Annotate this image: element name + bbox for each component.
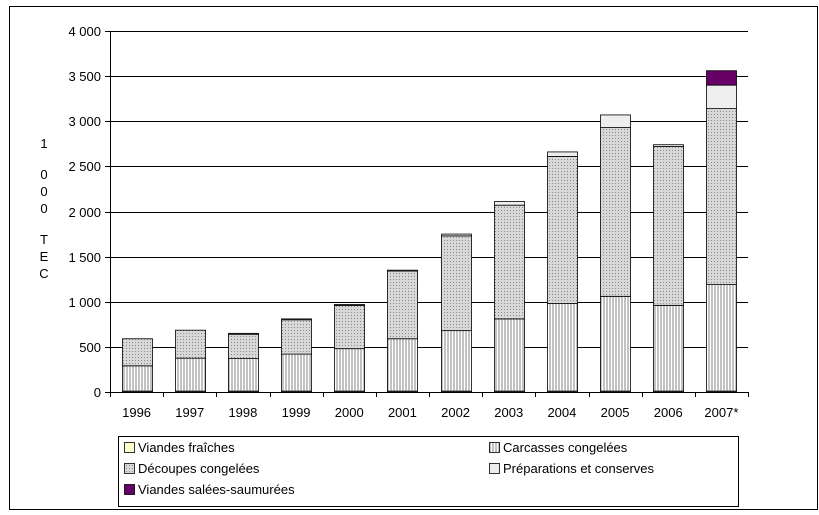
tick-labels: 0 500 1 000 1 500 2 000 2 500 3 000 3 500 4 000 1… <box>68 24 738 420</box>
bar-segment-carcasses-congel-es-2000 <box>334 348 365 392</box>
x-tick-label: 2004 <box>547 405 576 420</box>
y-tick-label: 500 <box>79 340 101 355</box>
legend-swatch <box>124 484 135 495</box>
bar-segment-carcasses-congel-es-2003 <box>494 318 525 392</box>
bar-segment-d-coupes-congel-es-2006 <box>653 146 684 306</box>
legend-entry: Viandes fraîches <box>124 440 235 455</box>
bar-segment-pr-parations-et-conserves-2005 <box>600 114 631 128</box>
y-tick-label: 0 <box>94 385 101 400</box>
bar-segment-viandes-sal-es-saumur-es-2007 <box>706 70 737 86</box>
x-tick-label: 1997 <box>175 405 204 420</box>
legend-entry: Viandes salées-saumurées <box>124 482 295 497</box>
x-tick-label: 2006 <box>654 405 683 420</box>
x-tick-label: 2003 <box>494 405 523 420</box>
bar-segment-carcasses-congel-es-1998 <box>228 358 259 392</box>
bar-segment-d-coupes-congel-es-2005 <box>600 127 631 297</box>
y-axis-label-char: 0 <box>40 184 47 199</box>
bar-segment-pr-parations-et-conserves-1998 <box>228 332 259 335</box>
y-tick-label: 1 500 <box>68 250 101 265</box>
x-tick-label: 2000 <box>335 405 364 420</box>
bar-segment-pr-parations-et-conserves-2004 <box>547 151 578 157</box>
bar-segment-carcasses-congel-es-2004 <box>547 303 578 392</box>
bar-segment-d-coupes-congel-es-2002 <box>441 235 472 332</box>
bar-segment-d-coupes-congel-es-2001 <box>387 270 418 340</box>
bar-segment-pr-parations-et-conserves-2007 <box>706 84 737 110</box>
x-tick-label: 1998 <box>228 405 257 420</box>
bar-segment-carcasses-congel-es-2007 <box>706 284 737 392</box>
bar-segment-carcasses-congel-es-2005 <box>600 295 631 392</box>
y-axis-label-char: C <box>39 266 48 281</box>
legend-entry: Préparations et conserves <box>489 461 655 476</box>
y-axis-label-char: E <box>40 249 49 264</box>
y-tick-label: 3 500 <box>68 69 101 84</box>
legend-label: Découpes congelées <box>138 461 260 476</box>
bar-segment-d-coupes-congel-es-1998 <box>228 333 259 360</box>
x-tick-label: 1999 <box>282 405 311 420</box>
legend-label: Préparations et conserves <box>503 461 655 476</box>
bar-segment-carcasses-congel-es-2001 <box>387 338 418 392</box>
legend-swatch <box>124 463 135 474</box>
y-tick-label: 2 500 <box>68 159 101 174</box>
bar-segment-pr-parations-et-conserves-2001 <box>387 269 418 272</box>
bar-segment-carcasses-congel-es-1999 <box>281 353 312 392</box>
y-tick-label: 4 000 <box>68 24 101 39</box>
x-tick-label: 2001 <box>388 405 417 420</box>
bar-segment-pr-parations-et-conserves-2003 <box>494 201 525 206</box>
legend-entry: Carcasses congelées <box>489 440 628 455</box>
bar-segment-d-coupes-congel-es-2000 <box>334 304 365 350</box>
bar-segment-carcasses-congel-es-2006 <box>653 304 684 392</box>
bar-segment-d-coupes-congel-es-1999 <box>281 319 312 355</box>
y-axis-label-char: T <box>40 232 48 247</box>
bar-segment-pr-parations-et-conserves-2002 <box>441 233 472 237</box>
x-tick-label: 2007* <box>704 405 738 420</box>
bar-segment-d-coupes-congel-es-1997 <box>175 329 206 359</box>
legend-swatch <box>124 442 135 453</box>
legend-swatch <box>489 442 500 453</box>
gridlines <box>110 31 748 348</box>
y-axis-label-char: 0 <box>40 167 47 182</box>
bar-segment-d-coupes-congel-es-2004 <box>547 156 578 304</box>
y-axis-label-char: 0 <box>40 201 47 216</box>
y-tick-label: 3 000 <box>68 114 101 129</box>
bar-segment-pr-parations-et-conserves-1999 <box>281 318 312 321</box>
axes <box>105 31 749 397</box>
x-tick-label: 2005 <box>601 405 630 420</box>
legend-entry: Découpes congelées <box>124 461 260 476</box>
bar-segment-pr-parations-et-conserves-2006 <box>653 144 684 147</box>
x-tick-label: 2002 <box>441 405 470 420</box>
bar-segment-d-coupes-congel-es-2003 <box>494 204 525 320</box>
bar-segment-carcasses-congel-es-1996 <box>122 365 153 392</box>
y-tick-label: 2 000 <box>68 205 101 220</box>
legend-swatch <box>489 463 500 474</box>
bar-segment-carcasses-congel-es-2002 <box>441 330 472 392</box>
legend-label: Carcasses congelées <box>503 440 628 455</box>
legend-box <box>118 436 739 507</box>
bar-segment-d-coupes-congel-es-2007 <box>706 108 737 286</box>
legend: Viandes fraîches Carcasses congelées Décou… <box>118 436 739 507</box>
bars <box>122 70 737 393</box>
bar-segment-pr-parations-et-conserves-2000 <box>334 304 365 306</box>
y-axis-label: 1 0 0 0 TEC <box>39 136 48 281</box>
legend-label: Viandes fraîches <box>138 440 235 455</box>
y-axis-label-char: 1 <box>40 136 47 151</box>
bar-segment-carcasses-congel-es-1997 <box>175 357 206 392</box>
legend-label: Viandes salées-saumurées <box>138 482 295 497</box>
bar-segment-d-coupes-congel-es-1996 <box>122 338 153 367</box>
y-tick-label: 1 000 <box>68 295 101 310</box>
x-tick-label: 1996 <box>122 405 151 420</box>
